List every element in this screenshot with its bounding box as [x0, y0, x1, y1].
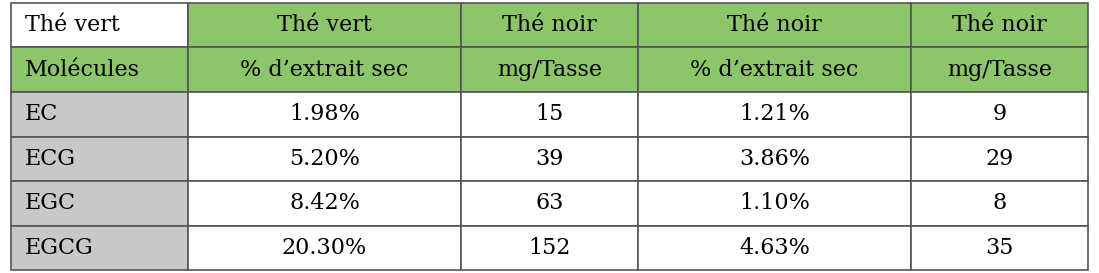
Bar	[911, 47, 1088, 92]
Bar	[911, 92, 1088, 136]
Text: 39: 39	[535, 148, 564, 170]
Text: Thé vert: Thé vert	[25, 14, 120, 36]
Bar	[639, 3, 911, 47]
Bar	[188, 47, 460, 92]
Bar	[639, 226, 911, 270]
Text: 29: 29	[986, 148, 1013, 170]
Bar	[11, 136, 188, 181]
Text: Thé noir: Thé noir	[502, 14, 597, 36]
Text: Thé noir: Thé noir	[728, 14, 822, 36]
Text: 1.98%: 1.98%	[289, 103, 360, 125]
Text: % d’extrait sec: % d’extrait sec	[690, 59, 858, 81]
Bar	[188, 136, 460, 181]
Text: 152: 152	[529, 237, 570, 259]
Bar	[11, 181, 188, 226]
Bar	[11, 92, 188, 136]
Text: 8.42%: 8.42%	[289, 192, 360, 214]
Bar	[911, 226, 1088, 270]
Bar	[11, 226, 188, 270]
Text: 8: 8	[992, 192, 1007, 214]
Text: 1.21%: 1.21%	[740, 103, 810, 125]
Bar	[188, 92, 460, 136]
Bar	[460, 3, 639, 47]
Text: 1.10%: 1.10%	[739, 192, 810, 214]
Text: Thé vert: Thé vert	[277, 14, 371, 36]
Bar	[188, 226, 460, 270]
Text: ECG: ECG	[25, 148, 76, 170]
Text: Molécules: Molécules	[25, 59, 141, 81]
Bar	[911, 3, 1088, 47]
Text: mg/Tasse: mg/Tasse	[947, 59, 1052, 81]
Bar	[460, 47, 639, 92]
Text: mg/Tasse: mg/Tasse	[497, 59, 602, 81]
Text: 15: 15	[535, 103, 564, 125]
Text: 63: 63	[535, 192, 564, 214]
Bar	[460, 226, 639, 270]
Bar	[911, 181, 1088, 226]
Bar	[188, 3, 460, 47]
Text: EGCG: EGCG	[25, 237, 93, 259]
Text: EGC: EGC	[25, 192, 76, 214]
Text: % d’extrait sec: % d’extrait sec	[241, 59, 409, 81]
Bar	[639, 136, 911, 181]
Bar	[639, 92, 911, 136]
Bar	[11, 47, 188, 92]
Bar	[460, 92, 639, 136]
Bar	[911, 136, 1088, 181]
Bar	[188, 181, 460, 226]
Bar	[639, 181, 911, 226]
Text: EC: EC	[25, 103, 58, 125]
Text: 3.86%: 3.86%	[739, 148, 810, 170]
Text: 9: 9	[992, 103, 1007, 125]
Text: 5.20%: 5.20%	[289, 148, 360, 170]
Text: Thé noir: Thé noir	[952, 14, 1047, 36]
Bar	[639, 47, 911, 92]
Bar	[11, 3, 188, 47]
Bar	[460, 181, 639, 226]
Bar	[460, 136, 639, 181]
Text: 35: 35	[986, 237, 1013, 259]
Text: 20.30%: 20.30%	[282, 237, 367, 259]
Text: 4.63%: 4.63%	[739, 237, 810, 259]
